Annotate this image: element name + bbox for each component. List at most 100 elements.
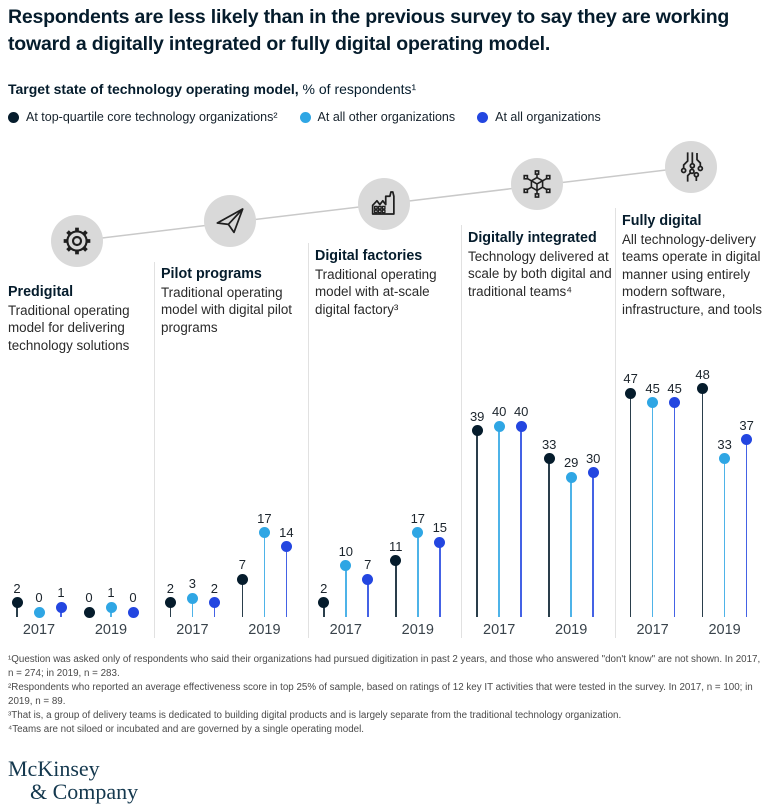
lollipop-stem bbox=[395, 560, 397, 617]
lollipop-stem bbox=[16, 602, 18, 617]
lollipop-dot bbox=[697, 383, 709, 395]
stage-text-block: Digital factories Traditional operating m… bbox=[315, 248, 461, 318]
lollipop-dot bbox=[83, 606, 95, 618]
value-label: 3 bbox=[188, 576, 196, 592]
logo-line-2: & Company bbox=[30, 779, 139, 805]
lollipop-dot bbox=[543, 453, 555, 465]
lollipop-stem bbox=[169, 602, 172, 617]
lollipop-dot bbox=[318, 597, 330, 609]
lollipop-stem bbox=[592, 472, 594, 617]
lollipop-stem bbox=[723, 458, 726, 617]
lollipop-dot bbox=[412, 527, 424, 539]
lollipop-stem bbox=[520, 426, 522, 617]
value-label: 15 bbox=[432, 520, 448, 536]
value-label: 40 bbox=[513, 404, 529, 419]
lollipop-dot bbox=[493, 420, 505, 432]
legend-dot-icon bbox=[477, 111, 489, 123]
value-label: 1 bbox=[57, 585, 65, 601]
value-label: 7 bbox=[364, 557, 372, 573]
lollipop-dot bbox=[280, 541, 292, 553]
value-label: 47 bbox=[623, 371, 638, 387]
lollipop-dot bbox=[587, 467, 599, 478]
cube-network-icon bbox=[521, 168, 553, 200]
lollipop-dot bbox=[669, 397, 681, 409]
stage-title: Predigital bbox=[8, 284, 74, 300]
lollipop-stem bbox=[673, 402, 676, 617]
page-title: Respondents are less likely than in the … bbox=[8, 6, 730, 56]
year-label: 2017 bbox=[636, 622, 669, 638]
value-label: 39 bbox=[469, 408, 485, 424]
stage-text-block: Predigital Traditional operating model fo… bbox=[8, 284, 154, 354]
value-label: 11 bbox=[389, 538, 403, 554]
lollipop-dot bbox=[434, 536, 446, 548]
value-label: 33 bbox=[717, 436, 732, 452]
stage-icon-circle bbox=[358, 178, 410, 230]
value-label: 0 bbox=[129, 590, 137, 605]
year-label: 2019 bbox=[555, 622, 588, 638]
value-label: 40 bbox=[491, 404, 507, 419]
value-label: 2 bbox=[13, 580, 21, 596]
value-label: 45 bbox=[645, 380, 660, 396]
chart-subtitle-bold: Target state of technology operating mod… bbox=[8, 81, 299, 97]
lollipop-stem bbox=[213, 602, 216, 617]
stage-text-block: Digitally integrated Technology delivered… bbox=[468, 230, 614, 300]
lollipop-dot bbox=[33, 606, 45, 618]
section-divider bbox=[154, 262, 155, 638]
lollipop-dot bbox=[362, 573, 374, 585]
lollipop-dot bbox=[471, 425, 483, 437]
stage-title: Pilot programs bbox=[161, 266, 262, 282]
chart-subtitle-unit: % of respondents¹ bbox=[298, 81, 417, 97]
lollipop-dot bbox=[625, 387, 637, 399]
year-label: 2019 bbox=[248, 622, 281, 638]
lollipop-stem bbox=[476, 430, 478, 617]
lollipop-stem bbox=[629, 393, 632, 617]
lollipop-dot bbox=[565, 471, 577, 483]
section-divider bbox=[615, 208, 616, 638]
lollipop-stem bbox=[548, 458, 550, 617]
value-label: 37 bbox=[739, 417, 754, 433]
lollipop-stem bbox=[701, 388, 704, 617]
lollipop-dot bbox=[55, 601, 67, 613]
gear-icon bbox=[61, 225, 93, 257]
lollipop-stem bbox=[498, 426, 500, 617]
lollipop-stem bbox=[651, 402, 654, 617]
value-label: 30 bbox=[585, 450, 601, 466]
legend-label: At all organizations bbox=[495, 110, 601, 124]
stage-icon-circle bbox=[511, 158, 563, 210]
value-label: 1 bbox=[107, 585, 115, 601]
mckinsey-logo: McKinsey & Company bbox=[8, 757, 138, 803]
year-label: 2017 bbox=[483, 622, 516, 638]
lollipop-dot bbox=[390, 555, 402, 567]
stage-text-block: Fully digital All technology-delivery tea… bbox=[622, 213, 768, 318]
lollipop-dot bbox=[11, 597, 23, 609]
paper-plane-icon bbox=[214, 205, 246, 237]
year-label: 2017 bbox=[176, 622, 209, 638]
legend-dot-icon bbox=[8, 111, 19, 123]
year-label: 2019 bbox=[94, 622, 128, 638]
lollipop-dot bbox=[127, 606, 139, 618]
stage-description: Traditional operating model with digital… bbox=[161, 285, 292, 335]
lollipop-dot bbox=[741, 434, 753, 446]
factory-icon bbox=[368, 188, 400, 220]
stage-title: Digital factories bbox=[315, 248, 423, 264]
lollipop-dot bbox=[186, 592, 198, 604]
value-label: 29 bbox=[563, 455, 579, 471]
lollipop-dot bbox=[105, 601, 117, 613]
lollipop-dot bbox=[164, 597, 176, 609]
value-label: 14 bbox=[279, 524, 294, 540]
footnotes: ¹Question was asked only of respondents … bbox=[8, 653, 762, 736]
year-label: 2019 bbox=[401, 622, 434, 638]
footnote: ⁴Teams are not siloed or incubated and a… bbox=[8, 723, 365, 735]
year-label: 2017 bbox=[22, 622, 56, 638]
stage-description: All technology-delivery teams operate in… bbox=[622, 232, 762, 317]
stage-text-block: Pilot programs Traditional operating mode… bbox=[161, 266, 307, 336]
footnote: ²Respondents who reported an average eff… bbox=[8, 681, 753, 707]
footnote: ³That is, a group of delivery teams is d… bbox=[8, 709, 622, 721]
value-label: 0 bbox=[85, 590, 93, 605]
value-label: 10 bbox=[338, 543, 354, 559]
value-label: 45 bbox=[667, 380, 682, 396]
lollipop-dot bbox=[258, 527, 270, 539]
lollipop-stem bbox=[191, 598, 194, 617]
value-label: 33 bbox=[541, 436, 557, 452]
legend-item: At all organizations bbox=[477, 110, 601, 124]
